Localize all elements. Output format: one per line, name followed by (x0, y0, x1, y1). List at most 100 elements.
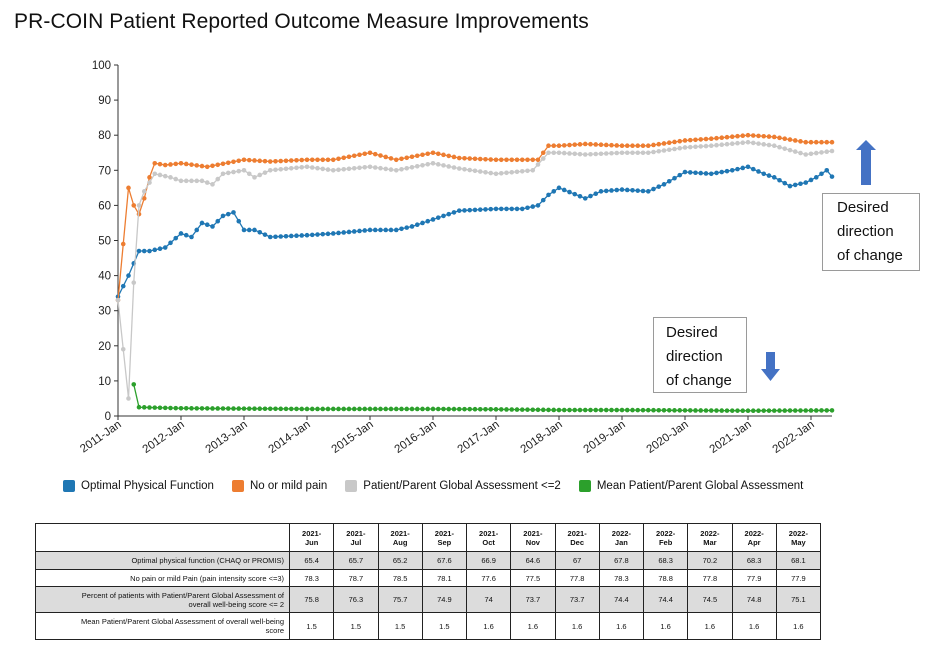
data-point-mean (603, 407, 609, 413)
data-point-pain (603, 142, 609, 148)
callout-increase-line-1: Desired (837, 199, 889, 216)
data-point-mean (252, 406, 257, 411)
table-column-header: 2021- Nov (510, 523, 556, 552)
table-cell: 1.5 (333, 612, 379, 640)
y-tick-label: 60 (98, 200, 111, 212)
data-point-pain (446, 153, 452, 159)
data-point-global (183, 178, 189, 184)
data-point-optimal (315, 232, 320, 237)
data-point-optimal (782, 180, 788, 186)
table-column-header: 2021- Sep (421, 523, 468, 552)
data-point-mean (493, 407, 499, 412)
data-point-pain (330, 157, 336, 163)
x-tick-label: 2011-Jan (78, 419, 123, 456)
data-point-mean (451, 406, 457, 412)
data-point-global (320, 166, 326, 172)
data-point-pain (309, 157, 315, 163)
data-point-mean (309, 406, 315, 412)
data-point-mean (341, 406, 347, 412)
data-point-optimal (225, 211, 231, 217)
data-point-mean (215, 406, 221, 411)
data-point-optimal (435, 215, 441, 220)
data-point-mean (136, 404, 142, 410)
data-point-pain (750, 133, 756, 138)
legend-item-mean: Mean Patient/Parent Global Assessment (578, 480, 804, 492)
data-point-global (493, 171, 499, 177)
data-point-pain (246, 157, 252, 163)
data-point-optimal (577, 193, 583, 199)
data-point-mean (677, 408, 683, 413)
table-cell: 77.8 (554, 569, 600, 587)
callout-decrease-line-3: of change (666, 372, 732, 389)
data-point-mean (593, 407, 599, 413)
data-point-global (467, 167, 473, 173)
data-point-optimal (519, 206, 525, 212)
table-cell: 78.7 (333, 569, 379, 587)
data-point-optimal (378, 227, 383, 233)
legend-label-mean: Mean Patient/Parent Global Assessment (596, 480, 804, 492)
data-point-mean (372, 406, 378, 412)
data-point-optimal (567, 189, 572, 195)
table-cell: 68.1 (775, 551, 822, 570)
data-point-global (372, 165, 378, 170)
table-cell: 75.7 (377, 586, 423, 613)
data-point-global (126, 396, 131, 401)
data-point-global (441, 163, 446, 168)
table-cell: 1.5 (288, 612, 335, 640)
data-point-global (220, 171, 226, 177)
data-point-global (787, 147, 793, 153)
data-point-global (729, 141, 735, 147)
data-point-global (745, 139, 751, 145)
callout-increase-line-3: of change (837, 247, 903, 264)
data-point-global (446, 164, 452, 169)
data-point-optimal (698, 170, 704, 176)
x-tick-label: 2018-Jan (519, 419, 565, 456)
table-cell: 64.6 (510, 551, 556, 570)
data-point-optimal (477, 207, 483, 212)
x-tick-label: 2017-Jan (456, 419, 502, 456)
data-point-global (414, 163, 420, 169)
table-column-header-text: 2021- (479, 528, 499, 538)
data-point-global (535, 162, 541, 167)
data-point-global (409, 164, 415, 170)
callout-decrease-line-1: Desired (666, 324, 718, 341)
data-point-optimal (399, 226, 404, 232)
data-point-global (782, 146, 788, 151)
data-point-optimal (278, 234, 284, 239)
data-point-optimal (535, 203, 541, 208)
table-cell: 77.9 (775, 569, 822, 587)
summary-table: 2021- Jun 2021- Jul 2021- Aug 2021- Sep 2021- Oct… (35, 523, 822, 640)
table-cell: 74 (465, 586, 512, 613)
data-point-pain (540, 150, 546, 156)
data-point-pain (551, 143, 557, 149)
data-point-mean (246, 406, 252, 411)
data-point-pain (220, 161, 226, 167)
data-point-optimal (357, 228, 362, 234)
data-point-mean (157, 405, 163, 411)
data-point-optimal (672, 175, 677, 181)
y-tick-label: 20 (98, 341, 111, 353)
table-column-header-text: 2022- (744, 528, 764, 538)
data-point-global (614, 150, 620, 156)
legend-swatch-mean (578, 480, 591, 492)
data-point-optimal (798, 181, 803, 187)
data-point-global (304, 164, 310, 170)
data-point-pain (351, 153, 357, 159)
data-point-global (509, 170, 515, 175)
data-point-global (330, 168, 336, 173)
table-cell: 73.7 (554, 586, 600, 613)
data-point-pain (535, 157, 541, 163)
table-cell: 65.7 (333, 551, 379, 570)
table-row: Percent of patients with Patient/Parent … (35, 586, 822, 613)
data-point-global (267, 168, 273, 173)
data-point-optimal (367, 227, 373, 233)
data-point-pain (813, 139, 819, 145)
table-cell: 77.8 (687, 569, 733, 587)
data-point-mean (325, 406, 331, 412)
data-point-pain (425, 151, 431, 157)
data-point-pain (488, 157, 494, 162)
data-point-mean (519, 407, 525, 412)
data-point-mean (152, 405, 158, 410)
data-point-mean (771, 408, 777, 413)
data-point-pain (556, 143, 562, 149)
